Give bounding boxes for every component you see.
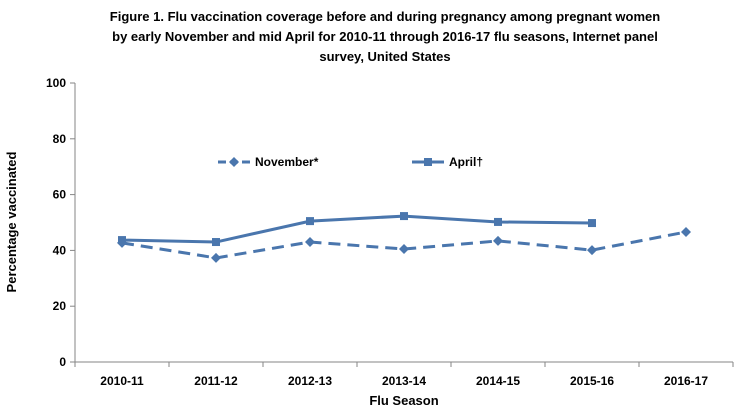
axes: 0 20 40 60 80 100 2010-11 2011-12 2012-13 2013-14… [46,76,734,388]
data-point [587,245,597,256]
series-november [117,226,691,263]
data-point [212,238,220,247]
data-point [588,219,596,228]
legend-item: November* [218,155,319,169]
legend: November* April† [218,155,483,169]
series-group [117,212,691,263]
data-point [399,244,409,255]
x-tick-label: 2012-13 [288,374,332,388]
data-point [305,237,315,248]
x-tick-label: 2016-17 [664,374,708,388]
data-point [118,236,126,245]
data-point [211,252,221,263]
series-line [121,214,593,244]
legend-marker [229,157,239,167]
y-tick-label: 100 [46,76,66,90]
x-tick-label: 2015-16 [570,374,614,388]
legend-label: April† [449,155,483,169]
title-line-3: survey, United States [319,49,451,64]
y-tick-label: 0 [59,355,66,369]
legend-label: November* [255,155,319,169]
legend-marker [424,158,432,166]
y-tick-label: 80 [53,132,67,146]
data-point [493,235,503,246]
x-axis-title: Flu Season [369,393,438,408]
data-point [494,217,502,226]
x-tick-label: 2014-15 [476,374,520,388]
data-point [400,212,408,221]
y-tick-label: 20 [53,299,67,313]
series-april [118,212,596,247]
x-tick-label: 2013-14 [382,374,426,388]
title-line-2: by early November and mid April for 2010… [112,29,658,44]
y-tick-label: 60 [53,188,67,202]
data-point [306,217,314,226]
y-axis-title: Percentage vaccinated [4,151,19,292]
chart-title: Figure 1. Flu vaccination coverage befor… [80,7,690,67]
x-tick-label: 2011-12 [194,374,238,388]
y-tick-label: 40 [53,243,67,257]
x-tick-label: 2010-11 [100,374,144,388]
title-line-1: Figure 1. Flu vaccination coverage befor… [109,9,661,24]
legend-item: April† [412,155,483,169]
data-point [681,226,691,237]
